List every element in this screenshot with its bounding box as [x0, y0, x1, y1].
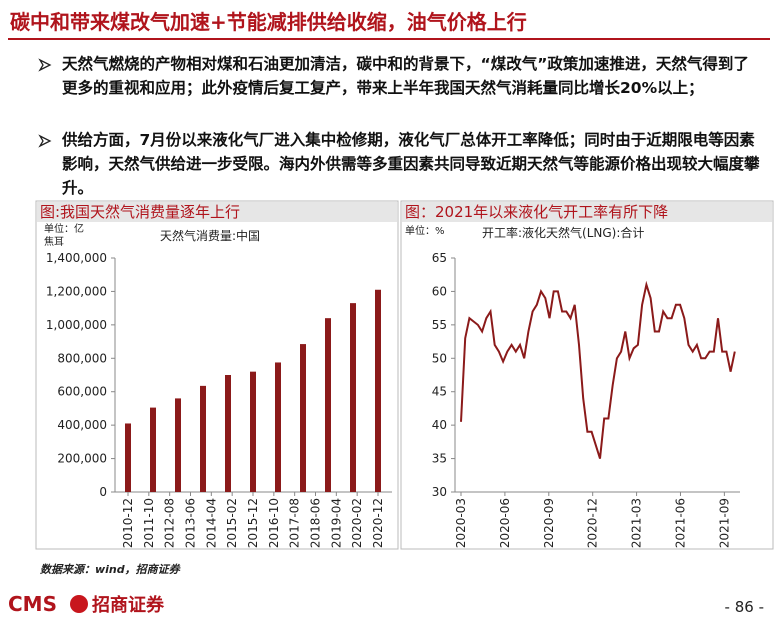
unit-label: 单位：% [405, 224, 445, 237]
x-tick-label: 2011-10 [142, 498, 156, 548]
logo: CMS [8, 592, 57, 616]
y-tick-label: 600,000 [57, 385, 107, 399]
logo-mark [70, 595, 88, 613]
y-tick-label: 40 [432, 418, 447, 432]
bar [125, 423, 131, 492]
y-tick-label: 65 [432, 251, 447, 265]
y-tick-label: 45 [432, 385, 447, 399]
x-tick-label: 2018-06 [309, 498, 323, 548]
logo: 招商证券 [92, 594, 165, 616]
y-tick-label: 50 [432, 351, 447, 365]
x-tick-label: 2012-08 [163, 498, 177, 548]
slide-title: 碳中和带来煤改气加速+节能减排供给收缩，油气价格上行 [10, 10, 527, 34]
y-tick-label: 200,000 [57, 452, 107, 466]
y-tick-label: 60 [432, 284, 447, 298]
bullet-text: 供给方面，7月份以来液化气厂进入集中检修期，液化气厂总体开工率降低；同时由于近期… [62, 131, 760, 197]
y-tick-label: 55 [432, 318, 447, 332]
x-tick-label: 2020-12 [371, 498, 385, 548]
panel-frame [400, 200, 774, 550]
bar [150, 407, 156, 492]
bar [300, 344, 306, 492]
x-tick-label: 2021-09 [717, 498, 731, 548]
panel-header [37, 202, 397, 222]
x-tick-label: 2020-12 [586, 498, 600, 548]
y-tick-label: 1,000,000 [46, 318, 107, 332]
panel-header [402, 202, 772, 222]
x-tick-label: 2016-10 [267, 498, 281, 548]
bar [200, 385, 206, 492]
bar [375, 289, 381, 492]
bar [250, 371, 256, 492]
x-tick-label: 2020-09 [542, 498, 556, 548]
y-tick-label: 800,000 [57, 351, 107, 365]
x-tick-label: 2020-03 [454, 498, 468, 548]
x-tick-label: 2019-04 [329, 498, 343, 548]
bar [225, 375, 231, 492]
bullet-text: 天然气燃烧的产物相对煤和石油更加清洁，碳中和的背景下，“煤改气”政策加速推进，天… [62, 55, 749, 97]
unit-label: 单位：亿 [44, 222, 84, 235]
bar [175, 398, 181, 492]
bullet-arrow [38, 134, 52, 148]
x-tick-label: 2020-02 [350, 498, 364, 548]
line [460, 280, 736, 459]
x-tick-label: 2015-02 [225, 498, 239, 548]
bar [325, 318, 331, 492]
y-tick-label: 30 [432, 485, 447, 499]
y-tick-label: 400,000 [57, 418, 107, 432]
chart-title: 图：2021年以来液化气开工率有所下降 [405, 203, 668, 221]
bar [275, 362, 281, 492]
source: 数据来源：wind，招商证券 [40, 563, 181, 576]
chart-title: 图:我国天然气消费量逐年上行 [40, 203, 240, 221]
panel-frame [35, 200, 399, 550]
bullet-arrow [38, 58, 52, 72]
y-tick-label: 1,200,000 [46, 284, 107, 298]
x-tick-label: 2021-03 [630, 498, 644, 548]
x-tick-label: 2020-06 [498, 498, 512, 548]
page-number: - 86 - [725, 598, 764, 616]
x-tick-label: 2021-06 [673, 498, 687, 548]
legend-label: 开工率:液化天然气(LNG):合计 [482, 225, 644, 240]
x-tick-label: 2014-04 [204, 498, 218, 548]
y-tick-label: 0 [99, 485, 107, 499]
x-tick-label: 2017-08 [288, 498, 302, 548]
bar [350, 303, 356, 492]
x-tick-label: 2013-06 [184, 498, 198, 548]
x-tick-label: 2010-12 [121, 498, 135, 548]
unit-label: 焦耳 [44, 235, 64, 248]
y-tick-label: 35 [432, 452, 447, 466]
legend-label: 天然气消费量:中国 [160, 228, 260, 243]
title-rule [8, 38, 770, 40]
y-tick-label: 1,400,000 [46, 251, 107, 265]
x-tick-label: 2015-12 [246, 498, 260, 548]
